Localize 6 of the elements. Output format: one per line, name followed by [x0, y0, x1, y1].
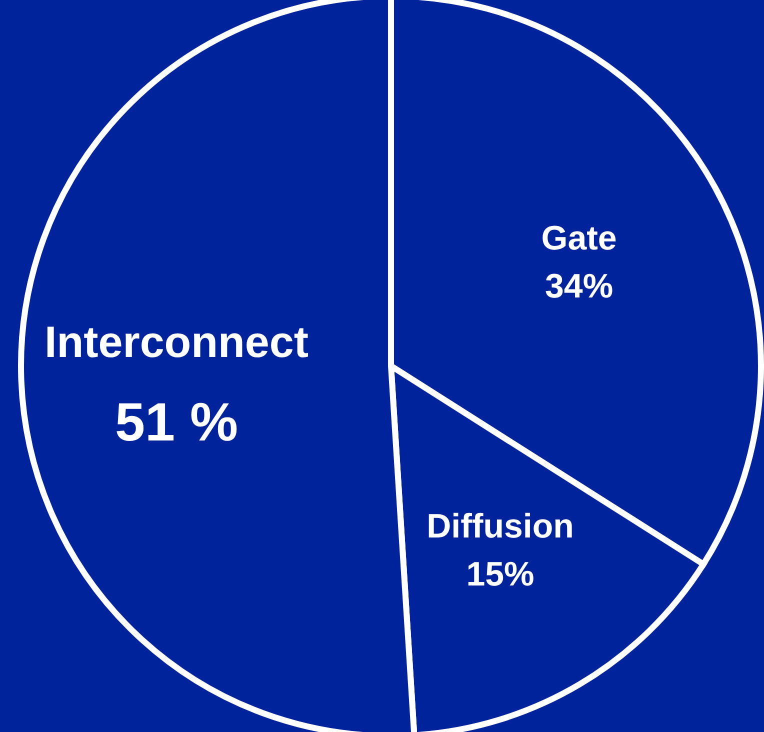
data-label: 15% [466, 556, 534, 594]
slice-label: Interconnect [44, 318, 309, 368]
slice-label: Gate [541, 220, 617, 258]
data-label: 51 % [114, 392, 238, 453]
slice-label: Diffusion [426, 508, 574, 546]
data-label: 34% [545, 268, 614, 306]
